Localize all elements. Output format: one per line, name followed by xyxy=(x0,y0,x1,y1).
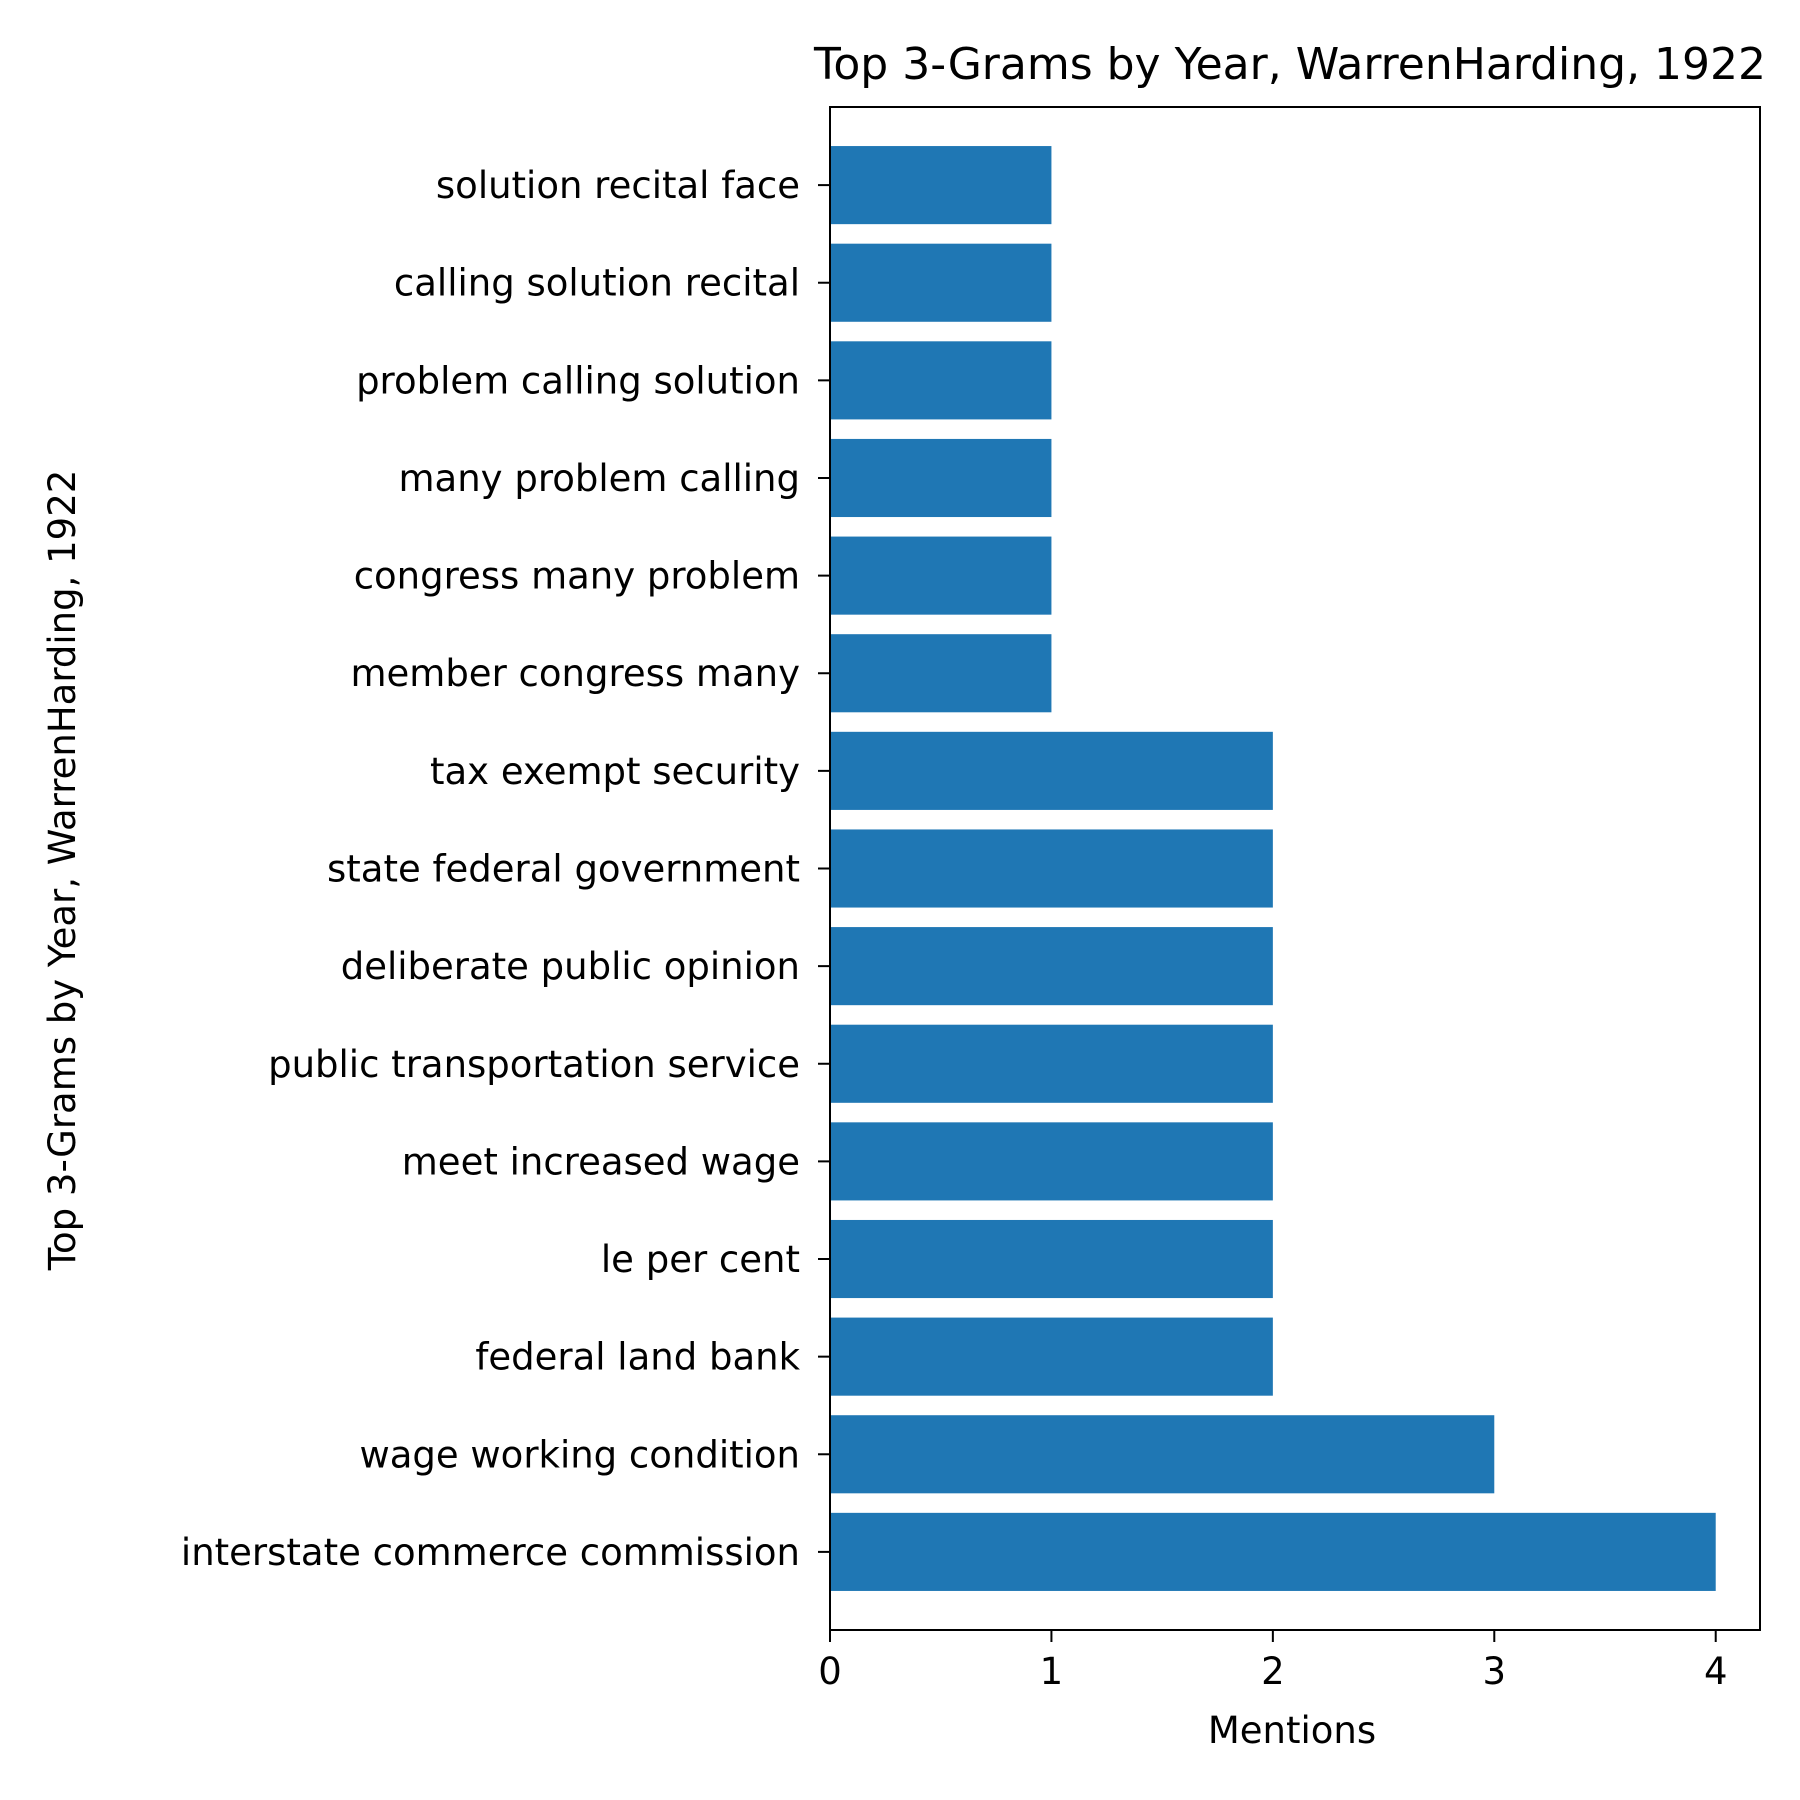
x-tick-label-2: 2 xyxy=(1261,1650,1285,1693)
y-tick-label-9: member congress many xyxy=(350,652,800,695)
y-tick-label-7: state federal government xyxy=(327,848,800,891)
y-tick-label-3: le per cent xyxy=(601,1238,800,1281)
bar-11 xyxy=(830,438,1052,518)
y-tick-label-0: interstate commerce commission xyxy=(181,1531,800,1574)
x-tick-label-0: 0 xyxy=(818,1650,842,1693)
bar-8 xyxy=(830,731,1273,810)
y-tick-label-1: wage working condition xyxy=(359,1433,800,1476)
bar-14 xyxy=(830,146,1052,225)
bar-3 xyxy=(830,1219,1273,1299)
y-tick-label-6: deliberate public opinion xyxy=(341,945,800,988)
bar-12 xyxy=(830,341,1052,420)
x-axis-ticks: 0 1 2 3 4 xyxy=(818,1630,1727,1693)
bars-group xyxy=(830,146,1716,1591)
y-tick-label-12: problem calling solution xyxy=(356,359,800,402)
y-tick-label-2: federal land bank xyxy=(475,1336,800,1379)
bar-10 xyxy=(830,536,1052,615)
bar-4 xyxy=(830,1122,1273,1201)
y-tick-label-10: congress many problem xyxy=(354,555,800,598)
bar-13 xyxy=(830,243,1052,322)
y-tick-label-5: public transportation service xyxy=(268,1043,800,1086)
y-axis-ticks: interstate commerce commission wage worki… xyxy=(181,164,830,1574)
bar-7 xyxy=(830,829,1273,908)
bar-1 xyxy=(830,1415,1495,1494)
y-axis-label: Top 3-Grams by Year, WarrenHarding, 1922 xyxy=(41,470,84,1272)
plot-area-frame xyxy=(829,106,1761,1631)
bar-5 xyxy=(830,1024,1273,1103)
x-tick-label-4: 4 xyxy=(1704,1650,1728,1693)
y-tick-label-4: meet increased wage xyxy=(402,1140,800,1183)
x-axis-label: Mentions xyxy=(1208,1709,1376,1752)
y-tick-label-13: calling solution recital xyxy=(394,262,800,305)
x-tick-label-3: 3 xyxy=(1483,1650,1507,1693)
bar-0 xyxy=(830,1512,1716,1591)
chart-title: Top 3-Grams by Year, WarrenHarding, 1922 xyxy=(813,39,1766,90)
y-tick-label-14: solution recital face xyxy=(436,164,800,207)
y-tick-label-11: many problem calling xyxy=(399,457,800,500)
bar-2 xyxy=(830,1317,1273,1396)
y-tick-label-8: tax exempt security xyxy=(430,750,800,793)
bar-6 xyxy=(830,927,1273,1006)
x-tick-label-1: 1 xyxy=(1040,1650,1064,1693)
bar-9 xyxy=(830,634,1052,713)
